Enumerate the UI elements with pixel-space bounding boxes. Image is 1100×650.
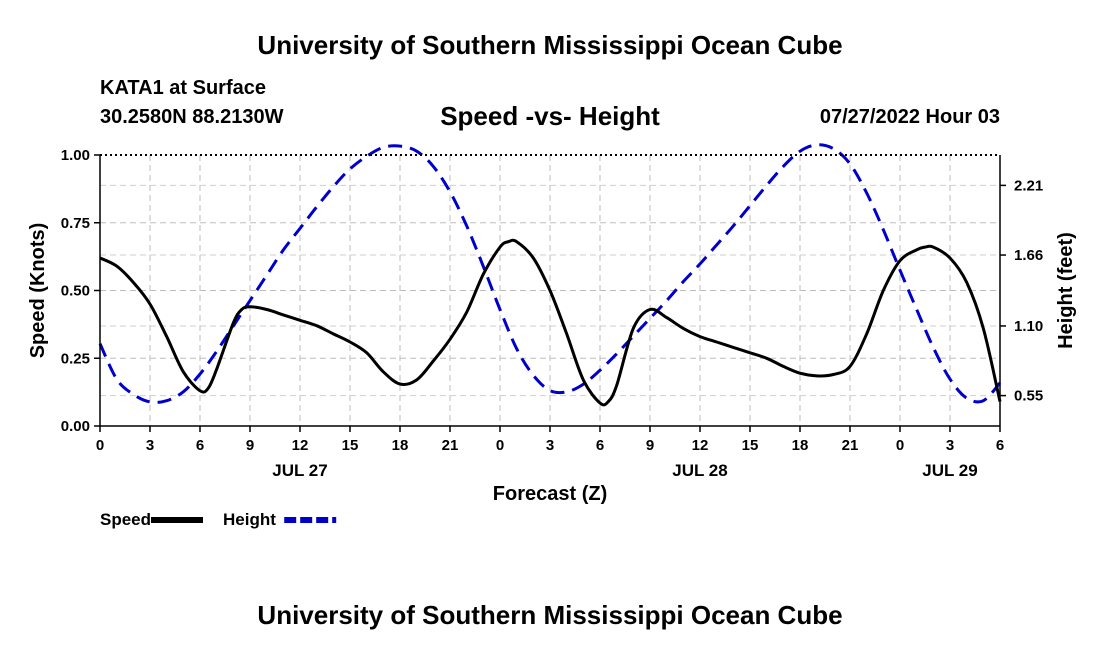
station-label: KATA1 at Surface [100,77,266,99]
x-axis-title: Forecast (Z) [493,483,607,505]
y-right-tick-label: 1.66 [1014,247,1043,264]
x-tick-label: 0 [896,437,904,454]
x-tick-label: 6 [596,437,604,454]
legend-label-speed: Speed [100,510,151,529]
series-line-height [98,143,1002,404]
x-tick-label: 0 [96,437,104,454]
x-tick-label: 6 [996,437,1004,454]
date-label: JUL 28 [672,461,727,480]
y-left-tick-label: 1.00 [61,147,90,164]
series-lines [98,143,1002,407]
legend-label-height: Height [223,510,276,529]
y-right-tick-label: 2.21 [1014,177,1043,194]
y-left-tick-label: 0.75 [61,215,90,232]
coordinates-label: 30.2580N 88.2130W [100,106,284,128]
x-tick-label: 12 [692,437,709,454]
x-tick-label: 18 [792,437,809,454]
y-left-tick-label: 0.50 [61,283,90,300]
x-tick-label: 6 [196,437,204,454]
x-tick-label: 21 [442,437,459,454]
page-title: University of Southern Mississippi Ocean… [257,30,843,60]
x-tick-label: 9 [246,437,254,454]
x-tick-label: 18 [392,437,409,454]
x-tick-label: 21 [842,437,859,454]
x-tick-label: 15 [342,437,359,454]
series-line-speed [99,238,1002,407]
legend: Speed Height [100,510,337,529]
x-tick-label: 12 [292,437,309,454]
axis-labels: 0 3 6 9 12 15 18 21 0 3 6 9 12 15 18 21 0 3 6 JUL 27 JUL 28 J… [27,147,1077,505]
y-right-tick-label: 1.10 [1014,318,1043,335]
chart-subtitle: Speed -vs- Height [440,101,660,131]
axis-ticks [94,154,1006,432]
y-left-axis-title: Speed (Knots) [27,223,49,359]
date-label: JUL 27 [272,461,327,480]
x-tick-label: 0 [496,437,504,454]
x-tick-label: 9 [646,437,654,454]
y-right-axis-title: Height (feet) [1055,232,1077,349]
y-right-tick-label: 0.55 [1014,388,1043,405]
y-left-tick-label: 0.25 [61,350,90,367]
footer-title: University of Southern Mississippi Ocean… [257,600,843,630]
speed-height-chart: 0 3 6 9 12 15 18 21 0 3 6 9 12 15 18 21 0 3 6 JUL 27 JUL 28 J… [27,143,1077,529]
x-tick-label: 3 [946,437,954,454]
grid-lines [100,155,1000,426]
date-label: JUL 29 [922,461,977,480]
x-tick-label: 15 [742,437,759,454]
y-left-tick-label: 0.00 [61,418,90,435]
x-tick-label: 3 [546,437,554,454]
x-tick-label: 3 [146,437,154,454]
forecast-datetime: 07/27/2022 Hour 03 [819,106,1000,128]
